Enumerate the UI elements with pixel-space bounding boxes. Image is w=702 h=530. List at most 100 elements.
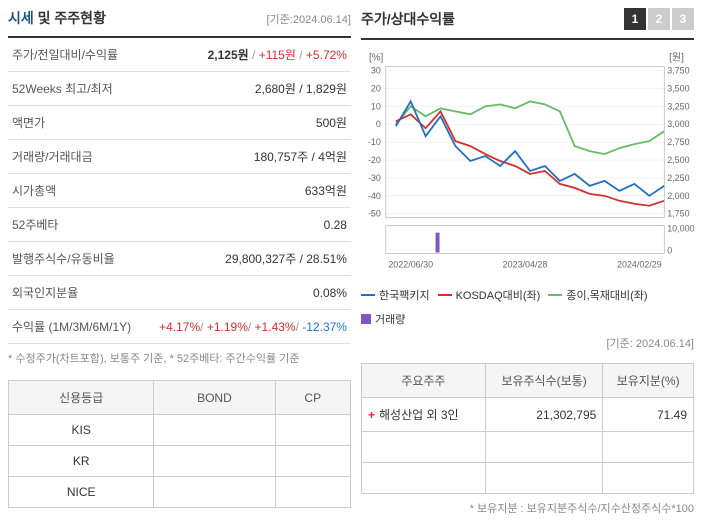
legend-item: 거래량 [361, 311, 405, 327]
title-highlight: 시세 [8, 10, 34, 26]
footnote: * 보유지분 : 보유지분주식수/지수산정주식수*100 [361, 494, 694, 522]
table-row: 발행주식수/유동비율29,800,327주 / 28.51% [8, 242, 351, 276]
row-value: 180,757주 / 4억원 [138, 140, 351, 174]
legend-swatch [361, 314, 371, 324]
rating-cell [275, 415, 350, 446]
row-value: 29,800,327주 / 28.51% [138, 242, 351, 276]
table-row: KR [9, 446, 351, 477]
rating-cell: KR [9, 446, 154, 477]
row-value: 2,125원 / +115원 / +5.72% [138, 38, 351, 72]
y-right-label: [원] [669, 52, 684, 64]
table-row: KIS [9, 415, 351, 446]
row-label: 외국인지분율 [8, 276, 138, 310]
legend-item: KOSDAQ대비(좌) [438, 287, 541, 303]
svg-text:-20: -20 [368, 155, 381, 165]
stock-chart: [%] [원] 30 20 10 0 -10 -20 -30 -40 -50 3… [361, 48, 694, 283]
svg-text:2,500: 2,500 [667, 155, 689, 165]
table-row: 수익률 (1M/3M/6M/1Y) +4.17%/ +1.19%/ +1.43%… [8, 310, 351, 344]
ret-1m: +4.17% [159, 320, 200, 334]
table-note: * 수정주가(차트포함), 보통주 기준, * 52주베타: 주간수익률 기준 [8, 344, 351, 372]
row-label: 주가/전일대비/수익률 [8, 38, 138, 72]
legend-label: KOSDAQ대비(좌) [456, 287, 541, 303]
row-label: 시가총액 [8, 174, 138, 208]
svg-text:10,000,000: 10,000,000 [667, 224, 694, 234]
rating-cell: NICE [9, 477, 154, 508]
date-reference: [기준:2024.06.14] [267, 11, 351, 27]
row-value: 0.08% [138, 276, 351, 310]
tab-1[interactable]: 1 [624, 8, 646, 30]
ret-1y: -12.37% [302, 320, 347, 334]
svg-text:3,250: 3,250 [667, 101, 689, 111]
svg-text:2,250: 2,250 [667, 173, 689, 183]
chart-legend: 한국팩키지 KOSDAQ대비(좌) 종이,목재대비(좌) 거래량 [361, 283, 694, 331]
credit-rating-table: 신용등급 BOND CP KIS KR NICE [8, 380, 351, 508]
svg-text:0: 0 [667, 245, 672, 255]
row-value: +4.17%/ +1.19%/ +1.43%/ -12.37% [138, 310, 351, 344]
svg-text:-50: -50 [368, 209, 381, 219]
table-row: 거래량/거래대금180,757주 / 4억원 [8, 140, 351, 174]
rating-header: BOND [154, 381, 275, 415]
row-label: 거래량/거래대금 [8, 140, 138, 174]
sh-header: 보유지분(%) [603, 364, 694, 398]
rating-cell [154, 477, 275, 508]
row-value: 633억원 [138, 174, 351, 208]
chart-header: 주가/상대수익률 1 2 3 [361, 8, 694, 40]
y-left-label: [%] [369, 53, 384, 64]
row-label: 52Weeks 최고/최저 [8, 72, 138, 106]
price: 2,125원 [208, 48, 249, 62]
row-value: 2,680원 / 1,829원 [138, 72, 351, 106]
table-row: 52Weeks 최고/최저2,680원 / 1,829원 [8, 72, 351, 106]
svg-text:2022/06/30: 2022/06/30 [388, 259, 433, 269]
row-label: 액면가 [8, 106, 138, 140]
sh-header: 주요주주 [361, 364, 485, 398]
line-paper [396, 101, 664, 154]
row-label: 발행주식수/유동비율 [8, 242, 138, 276]
table-row: 주가/전일대비/수익률 2,125원 / +115원 / +5.72% [8, 38, 351, 72]
table-row: 액면가500원 [8, 106, 351, 140]
pct: +5.72% [306, 48, 347, 62]
legend-label: 한국팩키지 [379, 287, 430, 303]
table-row: 외국인지분율0.08% [8, 276, 351, 310]
row-value: 500원 [138, 106, 351, 140]
svg-text:2024/02/29: 2024/02/29 [617, 259, 662, 269]
section-title: 시세 및 주주현황 [8, 8, 106, 28]
sh-name-cell[interactable]: + 해성산업 외 3인 [361, 398, 485, 432]
date-reference-right: [기준: 2024.06.14] [361, 331, 694, 355]
stock-info-table: 주가/전일대비/수익률 2,125원 / +115원 / +5.72% 52We… [8, 38, 351, 344]
svg-text:3,000: 3,000 [667, 119, 689, 129]
line-kosdaq [396, 111, 664, 205]
expand-icon[interactable]: + [368, 408, 375, 422]
shareholder-table: 주요주주 보유주식수(보통) 보유지분(%) + 해성산업 외 3인 21,302… [361, 363, 694, 494]
title-rest: 및 주주현황 [38, 10, 106, 26]
svg-text:-10: -10 [368, 137, 381, 147]
rating-cell [154, 446, 275, 477]
legend-label: 종이,목재대비(좌) [566, 287, 647, 303]
row-label: 52주베타 [8, 208, 138, 242]
svg-text:-30: -30 [368, 173, 381, 183]
chart-tabs: 1 2 3 [624, 8, 694, 30]
table-row: +해성산업 외 3인 21,302,795 71.49 [361, 398, 693, 432]
svg-text:2,000: 2,000 [667, 191, 689, 201]
sh-shares: 21,302,795 [485, 398, 603, 432]
tab-3[interactable]: 3 [672, 8, 694, 30]
chart-title: 주가/상대수익률 [361, 9, 455, 29]
sh-header: 보유주식수(보통) [485, 364, 603, 398]
rating-cell [275, 446, 350, 477]
svg-text:3,500: 3,500 [667, 83, 689, 93]
ret-3m: +1.19% [207, 320, 248, 334]
volume-bar [436, 233, 440, 253]
sh-name: 해성산업 외 3인 [379, 408, 459, 422]
svg-text:2,750: 2,750 [667, 137, 689, 147]
rating-header: CP [275, 381, 350, 415]
svg-text:-40: -40 [368, 191, 381, 201]
svg-text:2023/04/28: 2023/04/28 [503, 259, 548, 269]
legend-swatch [438, 294, 452, 296]
table-row [361, 463, 693, 494]
tab-2[interactable]: 2 [648, 8, 670, 30]
legend-item: 한국팩키지 [361, 287, 430, 303]
table-row [361, 432, 693, 463]
svg-text:0: 0 [376, 119, 381, 129]
change: +115원 [259, 48, 296, 62]
table-row: NICE [9, 477, 351, 508]
rating-cell: KIS [9, 415, 154, 446]
